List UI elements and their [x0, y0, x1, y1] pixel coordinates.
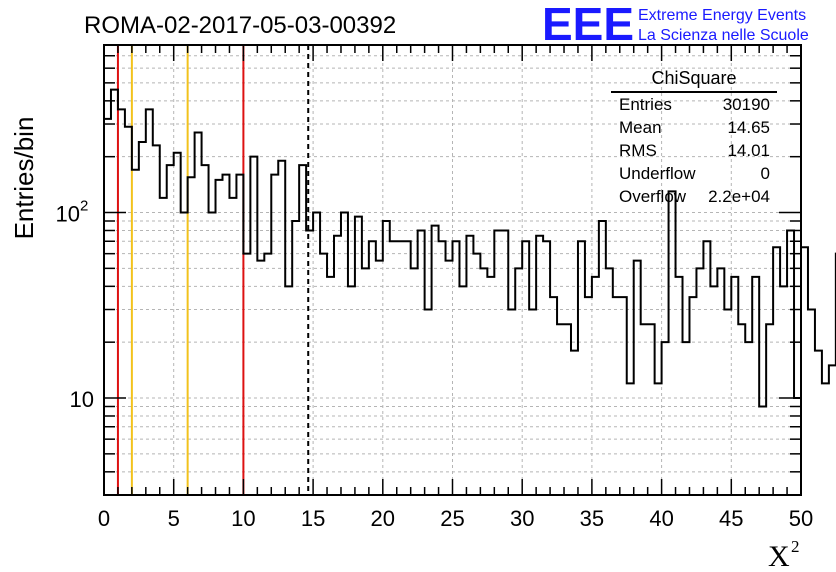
stats-label-overflow: Overflow — [619, 187, 687, 206]
histogram-outline — [104, 88, 836, 408]
x-tick-label-0: 0 — [98, 506, 110, 531]
logo-mark: EEE — [542, 0, 634, 50]
x-tick-label-8: 40 — [649, 506, 673, 531]
x-axis-label: X — [768, 540, 790, 572]
y-tick-labels: 10 210 — [56, 198, 94, 412]
stats-box: ChiSquare Entries 30190 Mean 14.65 RMS 1… — [611, 68, 777, 206]
x-axis-label-superscript: 2 — [791, 537, 800, 556]
x-tick-label-9: 45 — [719, 506, 743, 531]
axes — [103, 44, 802, 496]
y-tick-label-exp-0: 2 — [80, 198, 88, 215]
stats-title: ChiSquare — [651, 68, 736, 88]
stats-value-mean: 14.65 — [727, 118, 770, 137]
y-tick-label-1: 10 — [70, 387, 94, 412]
stats-label-rms: RMS — [619, 141, 657, 160]
stats-value-rms: 14.01 — [727, 141, 770, 160]
stats-value-entries: 30190 — [723, 95, 770, 114]
x-tick-label-6: 30 — [510, 506, 534, 531]
cut-lines — [116, 45, 310, 495]
stats-label-underflow: Underflow — [619, 164, 696, 183]
y-tick-label-base-0: 10 — [56, 202, 80, 227]
x-tick-label-2: 10 — [231, 506, 255, 531]
stats-value-overflow: 2.2e+04 — [708, 187, 770, 206]
logo-line-1: Extreme Energy Events — [638, 7, 806, 24]
x-tick-label-3: 15 — [301, 506, 325, 531]
stats-value-underflow: 0 — [761, 164, 770, 183]
x-tick-labels: 0 5 10 15 20 25 30 35 40 45 50 — [98, 506, 813, 531]
chart-title: ROMA-02-2017-05-03-00392 — [84, 12, 396, 39]
x-tick-label-10: 50 — [789, 506, 813, 531]
logo-line-2: La Scienza nelle Scuole — [638, 27, 809, 44]
x-tick-label-5: 25 — [440, 506, 464, 531]
x-tick-label-4: 20 — [371, 506, 395, 531]
y-axis-label: Entries/bin — [9, 117, 39, 240]
x-tick-label-7: 35 — [580, 506, 604, 531]
stats-label-mean: Mean — [619, 118, 662, 137]
stats-label-entries: Entries — [619, 95, 672, 114]
eee-logo: EEE Extreme Energy Events La Scienza nel… — [542, 0, 809, 50]
x-tick-label-1: 5 — [168, 506, 180, 531]
